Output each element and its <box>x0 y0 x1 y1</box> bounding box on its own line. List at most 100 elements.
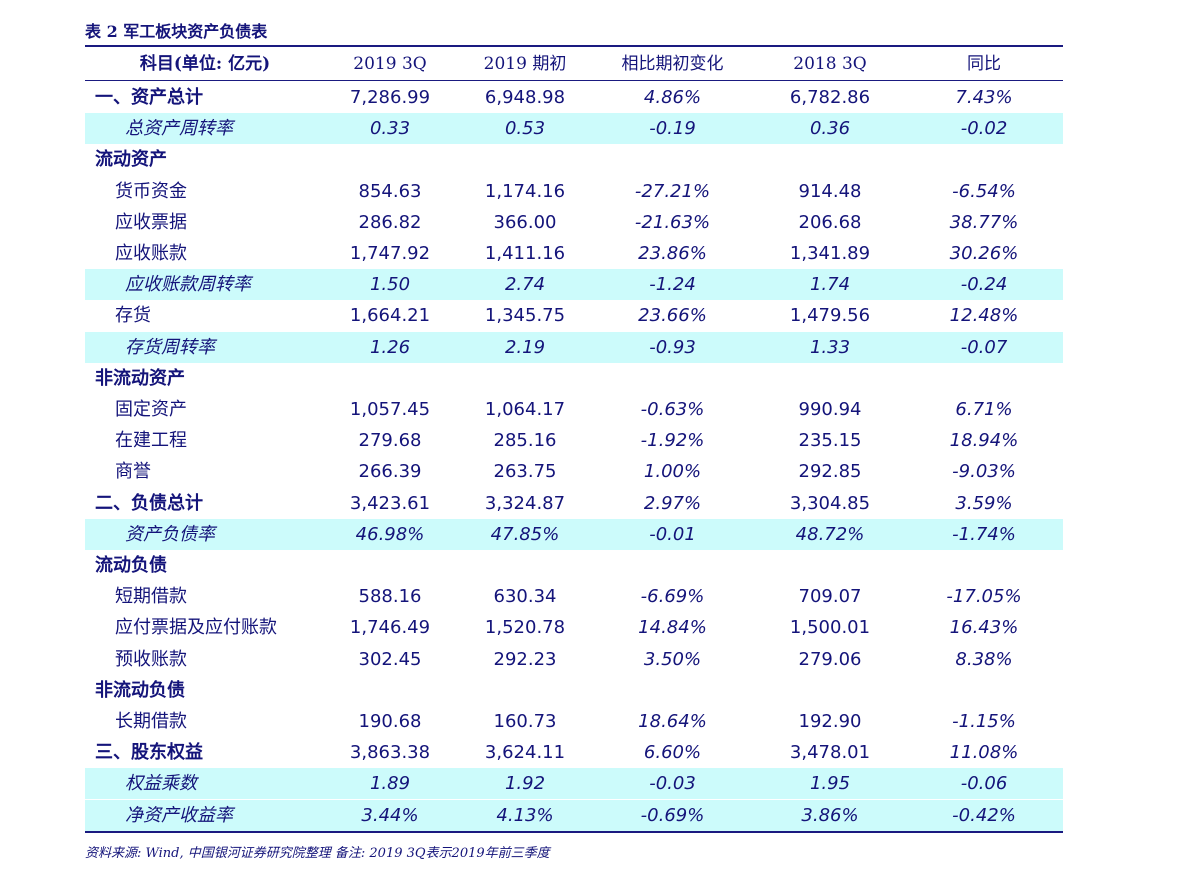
footnote: 资料来源: Wind, 中国银河证券研究院整理 备注: 2019 3Q表示201… <box>85 846 550 861</box>
table-row: 非流动资产 <box>85 363 1063 394</box>
header-cell: 2018 3Q <box>793 54 867 74</box>
header-cell: 2019 3Q <box>353 54 427 74</box>
value-cell: -0.93 <box>649 336 696 358</box>
table-row: 应收账款周转率 1.50 2.74 -1.24 1.74 -0.24 <box>85 269 1063 301</box>
value-cell: 292.23 <box>493 648 557 670</box>
value-cell: 1,345.75 <box>484 305 566 327</box>
row-label: 存货 <box>115 305 151 327</box>
table-row: 应收账款 1,747.92 1,411.16 23.86% 1,341.89 30.26% <box>85 238 1063 269</box>
value-cell: 1,057.45 <box>349 399 431 420</box>
table-title: 表 2 军工板块资产负债表 <box>85 22 268 41</box>
top-rule <box>85 45 1063 47</box>
value-cell: 23.66% <box>638 305 707 327</box>
value-cell: 23.86% <box>638 243 707 264</box>
value-cell: 990.94 <box>798 399 862 420</box>
bottom-rule <box>85 831 1063 833</box>
value-cell: 38.77% <box>949 211 1019 233</box>
value-cell: 709.07 <box>798 586 862 608</box>
value-cell: 11.08% <box>949 742 1019 764</box>
value-cell: 1,746.49 <box>349 617 431 639</box>
value-cell: 1.00% <box>643 461 702 483</box>
value-cell: 3,863.38 <box>349 742 431 764</box>
table-row: 货币资金 854.63 1,174.16 -27.21% 914.48 -6.54% <box>85 176 1063 207</box>
value-cell: -0.63% <box>640 399 705 420</box>
value-cell: 3,624.11 <box>484 742 566 764</box>
value-cell: -9.03% <box>952 461 1016 483</box>
table-row: 总资产周转率 0.33 0.53 -0.19 0.36 -0.02 <box>85 113 1063 145</box>
row-label: 二、负债总计 <box>95 492 203 514</box>
row-label: 预收账款 <box>115 648 187 670</box>
row-label: 存货周转率 <box>125 336 215 358</box>
table-row: 流动资产 <box>85 144 1063 175</box>
value-cell: 302.45 <box>358 648 422 670</box>
table-row: 存货周转率 1.26 2.19 -0.93 1.33 -0.07 <box>85 331 1063 363</box>
value-cell: -0.19 <box>649 118 696 140</box>
table-row: 净资产收益率 3.44% 4.13% -0.69% 3.86% -0.42% <box>85 799 1063 831</box>
value-cell: 1,411.16 <box>484 243 566 264</box>
value-cell: 3.86% <box>801 804 859 826</box>
value-cell: 279.06 <box>798 648 862 670</box>
value-cell: 366.00 <box>493 211 557 233</box>
value-cell: 1.74 <box>809 274 851 296</box>
row-label: 固定资产 <box>115 399 187 420</box>
value-cell: -0.03 <box>649 773 696 795</box>
value-cell: 1.50 <box>369 274 411 296</box>
row-label: 应收账款 <box>115 243 187 264</box>
value-cell: -0.42% <box>952 804 1016 826</box>
row-label: 一、资产总计 <box>95 87 203 108</box>
value-cell: 286.82 <box>358 211 422 233</box>
value-cell: 1,747.92 <box>349 243 431 264</box>
table-row: 二、负债总计 3,423.61 3,324.87 2.97% 3,304.85 3.59% <box>85 488 1063 519</box>
value-cell: -21.63% <box>634 211 711 233</box>
table-row: 固定资产 1,057.45 1,064.17 -0.63% 990.94 6.71% <box>85 394 1063 425</box>
value-cell: 6,782.86 <box>789 87 871 108</box>
row-label: 流动负债 <box>95 555 167 576</box>
value-cell: 235.15 <box>798 430 862 452</box>
value-cell: -0.06 <box>960 773 1008 795</box>
value-cell: 3,423.61 <box>349 492 431 514</box>
value-cell: 6,948.98 <box>484 87 566 108</box>
row-label: 流动资产 <box>95 149 167 171</box>
value-cell: 0.33 <box>369 118 411 140</box>
value-cell: 1,064.17 <box>484 399 566 420</box>
value-cell: 1,664.21 <box>349 305 431 327</box>
header-cell: 相比期初变化 <box>621 54 724 74</box>
row-label: 非流动资产 <box>95 367 185 389</box>
value-cell: 14.84% <box>638 617 707 639</box>
value-cell: -0.01 <box>649 523 696 545</box>
value-cell: 0.36 <box>809 118 851 140</box>
value-cell: 1.92 <box>504 773 546 795</box>
value-cell: 1.33 <box>809 336 851 358</box>
value-cell: 6.60% <box>643 742 702 764</box>
value-cell: 1.89 <box>369 773 411 795</box>
value-cell: 1,174.16 <box>484 180 566 202</box>
value-cell: 285.16 <box>493 430 557 452</box>
value-cell: 588.16 <box>358 586 422 608</box>
table-row: 商誉 266.39 263.75 1.00% 292.85 -9.03% <box>85 456 1063 487</box>
table-row: 资产负债率 46.98% 47.85% -0.01 48.72% -1.74% <box>85 518 1063 550</box>
value-cell: 292.85 <box>798 461 862 483</box>
value-cell: 7.43% <box>955 87 1013 108</box>
value-cell: -0.02 <box>960 118 1008 140</box>
value-cell: 6.71% <box>955 399 1013 420</box>
value-cell: 8.38% <box>955 648 1013 670</box>
table-row: 权益乘数 1.89 1.92 -0.03 1.95 -0.06 <box>85 768 1063 800</box>
table-row: 长期借款 190.68 160.73 18.64% 192.90 -1.15% <box>85 706 1063 737</box>
table-row: 短期借款 588.16 630.34 -6.69% 709.07 -17.05% <box>85 581 1063 612</box>
value-cell: -27.21% <box>634 180 711 202</box>
value-cell: 190.68 <box>358 711 422 732</box>
table-row: 应付票据及应付账款 1,746.49 1,520.78 14.84% 1,500.01 1… <box>85 612 1063 643</box>
value-cell: 1,500.01 <box>789 617 871 639</box>
value-cell: 7,286.99 <box>349 87 431 108</box>
table-row: 一、资产总计 7,286.99 6,948.98 4.86% 6,782.86 7.43% <box>85 82 1063 113</box>
row-label: 三、股东权益 <box>95 742 203 764</box>
table-row: 三、股东权益 3,863.38 3,624.11 6.60% 3,478.01 11.08… <box>85 737 1063 768</box>
row-label: 应收账款周转率 <box>125 274 251 296</box>
header-cell: 同比 <box>967 54 1001 74</box>
value-cell: 3,304.85 <box>789 492 871 514</box>
value-cell: -6.54% <box>952 180 1016 202</box>
value-cell: 2.97% <box>643 492 702 514</box>
value-cell: 3,324.87 <box>484 492 566 514</box>
value-cell: -1.92% <box>640 430 705 452</box>
value-cell: 46.98% <box>355 523 425 545</box>
